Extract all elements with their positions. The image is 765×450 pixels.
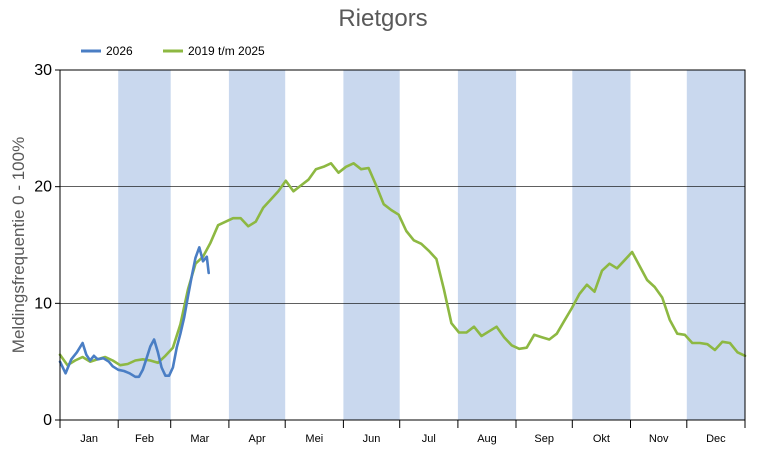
legend-label-2019-2025: 2019 t/m 2025 [188, 44, 265, 58]
legend: 2026 2019 t/m 2025 [81, 44, 265, 58]
legend-label-2026: 2026 [106, 44, 133, 58]
x-tick-label-mei: Mei [305, 433, 323, 445]
band-dec [686, 70, 745, 420]
series-line-2019-2025 [58, 162, 747, 367]
x-tick-label-jul: Jul [422, 433, 436, 445]
plot-frame [59, 69, 746, 421]
band-aug [457, 70, 517, 420]
y-axis-label: Meldingsfrequentie 0 - 100% [9, 137, 28, 353]
x-tick-label-mar: Mar [190, 433, 209, 445]
month-bands [118, 70, 745, 420]
x-tick-label-jan: Jan [80, 433, 98, 445]
x-axis-ticks: Jan Feb Mar Apr Mei Jun Jul Aug Sep Okt Nov Dec [59, 420, 746, 445]
x-tick-label-dec: Dec [706, 433, 726, 445]
x-tick-label-sep: Sep [534, 433, 554, 445]
series-line-2026 [58, 246, 210, 379]
y-tick-label-30: 30 [34, 62, 52, 79]
series-lines [58, 162, 747, 379]
y-tick-label-0: 0 [43, 412, 52, 429]
x-tick-label-nov: Nov [649, 433, 669, 445]
band-apr [228, 70, 286, 420]
band-jun [343, 70, 400, 420]
x-tick-label-okt: Okt [593, 433, 610, 445]
y-tick-label-20: 20 [34, 179, 52, 196]
x-tick-label-jun: Jun [363, 433, 381, 445]
chart-title: Rietgors [338, 5, 427, 32]
y-axis-ticks: 0 10 20 30 [34, 62, 60, 429]
band-okt [572, 70, 631, 420]
x-tick-label-aug: Aug [477, 433, 497, 445]
y-tick-label-10: 10 [34, 295, 52, 312]
gridlines [60, 186, 745, 304]
x-tick-label-feb: Feb [135, 433, 154, 445]
x-tick-label-apr: Apr [249, 433, 266, 445]
